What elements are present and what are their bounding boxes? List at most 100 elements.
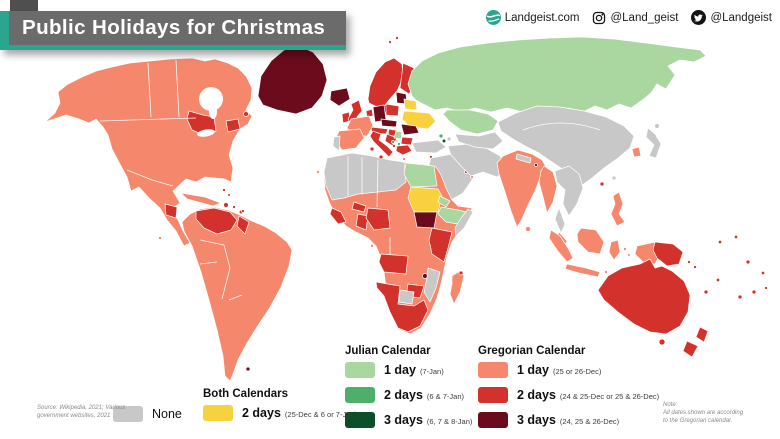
page-title: Public Holidays for Christmas xyxy=(22,16,326,39)
region-albania xyxy=(392,144,396,148)
region-falkland-islands xyxy=(245,366,251,372)
region-pacific-6 xyxy=(751,289,757,295)
twitter-handle: @Landgeist xyxy=(710,11,772,24)
legend-none: None xyxy=(113,406,182,431)
region-pacific-5 xyxy=(715,277,721,283)
south-america-borders xyxy=(199,239,243,301)
region-madagascar xyxy=(449,270,465,305)
region-turkey xyxy=(411,139,447,154)
legend-swatch xyxy=(345,362,375,378)
source-line-1: Source: Wikipedia, 2021; Various xyxy=(37,405,126,411)
region-japan xyxy=(645,127,662,159)
region-newfoundland xyxy=(243,111,249,117)
legend-both-title: Both Calendars xyxy=(203,388,288,400)
region-azerbaijan xyxy=(446,136,452,142)
region-svalbard xyxy=(388,40,392,44)
region-botswana xyxy=(398,289,415,305)
legend-item: 2 days (24 & 25-Dec or 25 & 26-Dec) xyxy=(478,387,659,403)
legend-label: 2 days xyxy=(242,406,281,420)
region-angola xyxy=(378,253,409,275)
region-sulawesi xyxy=(608,239,621,261)
region-cuba xyxy=(180,192,222,207)
legend-item: None xyxy=(113,406,182,422)
legend-detail: (24, 25 & 26-Dec) xyxy=(559,416,620,426)
hudson-bay xyxy=(199,87,223,111)
region-belize-guatemala xyxy=(164,203,178,219)
region-benelux xyxy=(365,108,374,118)
region-north-macedonia xyxy=(397,142,401,146)
us-canada-border xyxy=(99,117,197,122)
region-guyana xyxy=(236,215,250,235)
region-southern-africa xyxy=(375,281,429,333)
region-kazakhstan xyxy=(442,109,499,135)
region-east-africa xyxy=(428,227,453,263)
note-line-1: All dates shown are according xyxy=(663,410,744,417)
region-hokkaido xyxy=(654,123,660,129)
note-line-2: to the Gregorian calendar. xyxy=(663,418,733,425)
legend-swatch xyxy=(478,362,508,378)
james-bay xyxy=(209,105,217,119)
region-eritrea xyxy=(437,195,451,208)
legend-item: 1 day (25 or 26-Dec) xyxy=(478,362,659,378)
legend-detail: (6, 7 & 8-Jan) xyxy=(426,416,473,426)
region-svalbard-2 xyxy=(395,36,399,40)
legend-label: 2 days xyxy=(517,388,556,402)
region-tasmania xyxy=(658,338,666,346)
region-pacific-2 xyxy=(733,234,739,240)
title-banner: Public Holidays for Christmas xyxy=(0,0,347,50)
footnote: Note: All dates shown are according to t… xyxy=(663,401,743,425)
legend-julian: Julian Calendar 1 day (7-Jan) 2 days (6 … xyxy=(345,345,472,437)
region-china-mongolia xyxy=(497,105,635,187)
region-mozambique xyxy=(423,267,441,303)
region-puerto-rico xyxy=(232,205,236,209)
us-mexico-border xyxy=(126,169,174,187)
legend-detail: (6 & 7-Jan) xyxy=(426,391,465,401)
legend-label: None xyxy=(152,407,182,421)
africa-borders xyxy=(347,156,391,255)
legend-item: 3 days (24, 25 & 26-Dec) xyxy=(478,412,659,428)
region-egypt xyxy=(403,162,438,188)
region-sardinia xyxy=(369,146,375,152)
region-sao-tome xyxy=(370,244,374,248)
region-pacific-3 xyxy=(745,259,751,265)
legend-swatch xyxy=(345,387,375,403)
region-sri-lanka xyxy=(525,226,531,232)
region-czech-slovakia xyxy=(380,118,398,128)
region-bahamas-2 xyxy=(227,193,231,197)
region-hispaniola xyxy=(223,202,229,208)
region-ghana-togo-benin xyxy=(355,213,369,231)
region-central-asia xyxy=(454,131,504,150)
note-label: Note: xyxy=(663,402,678,408)
region-philippines xyxy=(610,191,626,227)
legend-label: 3 days xyxy=(384,413,423,427)
region-pacific-1 xyxy=(717,239,723,245)
twitter-icon xyxy=(691,10,707,25)
legend-detail: (7-Jan) xyxy=(419,366,444,376)
region-italy xyxy=(369,130,394,158)
region-tunisia xyxy=(378,154,384,160)
region-georgia xyxy=(438,133,444,139)
region-venezuela xyxy=(195,207,238,235)
region-montenegro xyxy=(391,140,395,144)
legend-gregorian-title: Gregorian Calendar xyxy=(478,345,586,357)
region-poland xyxy=(385,103,400,117)
legend-both: Both Calendars 2 days (25-Dec & 6 or 7-J… xyxy=(203,388,357,430)
website-label: Landgeist.com xyxy=(504,11,580,24)
region-nigeria xyxy=(365,207,391,231)
region-burkina-faso xyxy=(351,201,367,213)
region-russia xyxy=(407,36,707,113)
legend-label: 2 days xyxy=(384,388,423,402)
region-new-zealand-north xyxy=(695,326,709,343)
region-solomon-2 xyxy=(693,265,697,269)
legend-item: 1 day (7-Jan) xyxy=(345,362,472,378)
region-somalia xyxy=(454,208,474,237)
legend-swatch xyxy=(478,387,508,403)
region-greenland xyxy=(257,45,328,115)
legend-item: 2 days (25-Dec & 6 or 7-Jan) xyxy=(203,405,357,421)
region-trinidad xyxy=(241,209,245,213)
legend-detail: (24 & 25-Dec or 25 & 26-Dec) xyxy=(559,391,660,401)
region-portugal xyxy=(332,135,341,152)
region-pacific-4 xyxy=(760,270,766,276)
region-bhutan xyxy=(534,163,538,167)
